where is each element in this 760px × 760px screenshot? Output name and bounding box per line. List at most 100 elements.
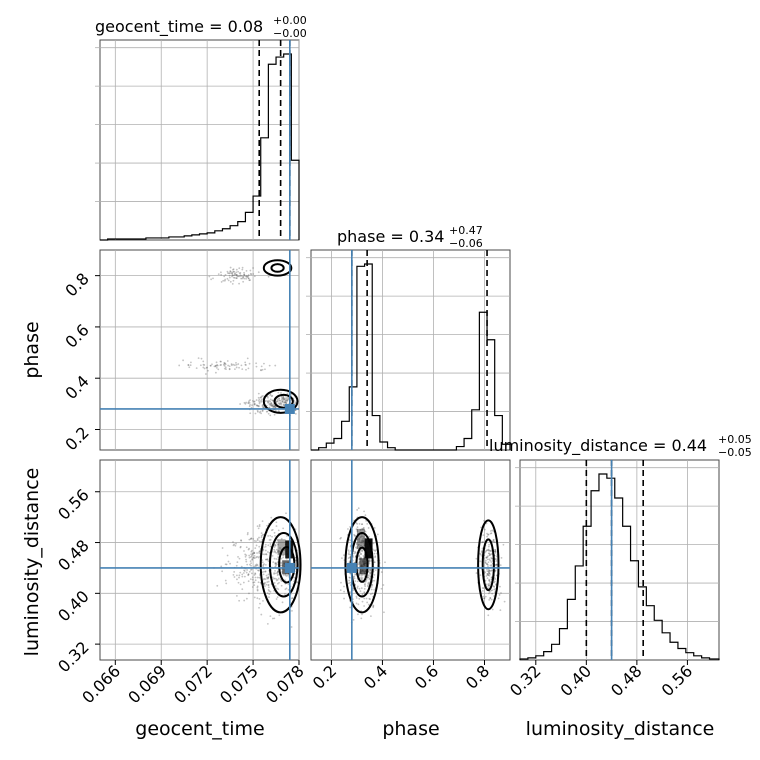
sample-point: [263, 577, 266, 580]
sample-point: [274, 572, 277, 575]
sample-point: [362, 555, 365, 557]
sample-point: [291, 597, 294, 599]
sample-point: [264, 570, 267, 573]
sample-point: [272, 551, 274, 553]
sample-point: [253, 402, 256, 405]
sample-point: [258, 606, 260, 609]
sample-point: [268, 402, 271, 405]
sample-point: [239, 571, 242, 574]
sample-point: [485, 583, 488, 586]
sample-point: [245, 597, 248, 600]
sample-point: [481, 541, 484, 544]
sample-point: [247, 573, 250, 576]
sample-point: [287, 583, 290, 586]
sample-point: [249, 399, 251, 401]
sample-point: [362, 540, 365, 542]
sample-point: [286, 399, 289, 402]
sample-point: [252, 556, 255, 559]
sample-point: [347, 557, 350, 560]
sample-point: [234, 277, 236, 279]
sample-point: [372, 604, 375, 607]
sample-point: [244, 403, 247, 405]
sample-point: [257, 399, 260, 402]
sample-point: [230, 363, 233, 365]
sample-point: [258, 598, 261, 600]
sample-point: [240, 565, 243, 568]
sample-point: [249, 279, 251, 281]
sample-point: [479, 560, 482, 563]
sample-point: [366, 601, 369, 604]
sample-point: [372, 606, 375, 609]
grid-luminosity_distance-2: [515, 460, 719, 660]
sample-point: [265, 558, 268, 561]
sample-point: [361, 541, 364, 544]
sample-point: [271, 576, 274, 579]
grid-geocent_time-1: [100, 250, 300, 450]
sample-point: [245, 364, 247, 366]
sample-point: [274, 405, 276, 408]
sample-point: [254, 412, 257, 415]
y-axis-label-phase: phase: [21, 321, 43, 378]
sample-point: [277, 529, 280, 532]
sample-point: [285, 398, 288, 401]
sample-point: [274, 409, 277, 412]
sample-point: [276, 551, 279, 554]
sample-point: [266, 551, 269, 553]
sample-point: [278, 403, 281, 406]
sample-point: [246, 532, 249, 534]
sample-point: [253, 584, 256, 587]
sample-point: [224, 273, 227, 276]
sample-point: [484, 595, 487, 598]
sample-point: [340, 536, 342, 539]
sample-point: [479, 552, 481, 555]
sample-point: [243, 599, 246, 602]
sample-point: [234, 544, 237, 547]
sample-point: [365, 597, 368, 600]
x-tick-label-luminosity_distance: 0.40: [557, 661, 596, 700]
contour-mid: [268, 532, 299, 598]
sample-point: [223, 362, 226, 365]
sample-point: [239, 274, 242, 277]
sample-point: [251, 558, 254, 560]
hist-geocent_time: [100, 53, 300, 241]
sample-point: [248, 400, 250, 403]
sample-point: [352, 618, 355, 621]
sample-point: [229, 270, 232, 273]
sample-point: [258, 536, 260, 539]
sample-point: [236, 275, 239, 278]
sample-point: [240, 539, 243, 542]
sample-point: [262, 570, 265, 573]
sample-point: [362, 536, 365, 538]
sample-point: [257, 569, 259, 572]
sample-point: [250, 537, 253, 540]
sample-point: [226, 277, 229, 280]
sample-point: [502, 543, 505, 546]
sample-point: [353, 577, 356, 580]
sample-point: [354, 535, 357, 538]
sample-point: [232, 270, 235, 273]
sample-point: [371, 592, 374, 595]
sample-point: [267, 412, 270, 415]
sample-point: [256, 525, 259, 528]
sample-point: [214, 371, 217, 374]
sample-point: [369, 573, 372, 575]
sample-point: [264, 400, 267, 402]
chart-layers: 0.066 0.069 0.072 0.075 0.078 0.2 0.4 0.6 0.8 0.3…: [54, 40, 720, 707]
sample-point: [263, 582, 266, 585]
sample-point: [489, 581, 492, 584]
sample-point: [486, 568, 488, 571]
sample-point: [251, 553, 254, 556]
sample-point: [247, 274, 250, 276]
sample-point: [270, 402, 273, 405]
sample-point: [252, 267, 254, 269]
sample-point: [214, 364, 217, 367]
sample-point: [255, 564, 258, 567]
sample-point: [374, 555, 377, 558]
sample-point: [208, 275, 211, 278]
sample-point: [268, 539, 271, 541]
sample-point: [247, 277, 250, 280]
sample-point: [492, 541, 495, 543]
sample-point: [220, 273, 223, 276]
sample-point: [240, 277, 243, 280]
sample-point: [230, 272, 233, 275]
